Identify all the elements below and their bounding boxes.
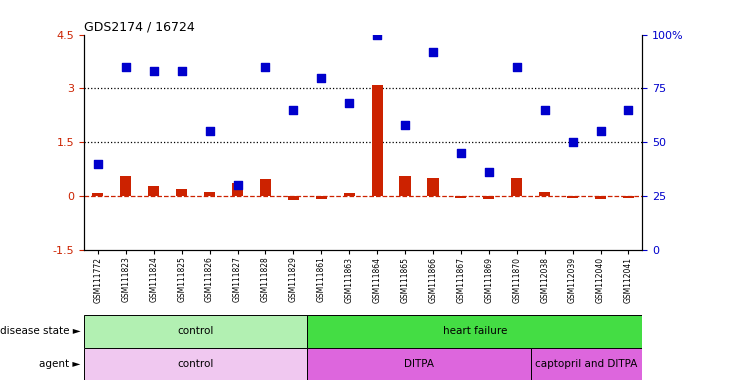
Bar: [204, 192, 215, 196]
Point: [399, 122, 411, 128]
Bar: [531, 348, 642, 380]
Point: [92, 161, 104, 167]
Text: GDS2174 / 16724: GDS2174 / 16724: [84, 20, 195, 33]
Bar: [232, 183, 243, 196]
Point: [176, 68, 188, 74]
Bar: [92, 193, 104, 196]
Bar: [148, 186, 159, 196]
Bar: [567, 196, 578, 198]
Point: [623, 107, 634, 113]
Bar: [511, 178, 523, 196]
Bar: [84, 348, 307, 380]
Point: [120, 64, 131, 70]
Bar: [120, 176, 131, 196]
Point: [343, 100, 355, 106]
Bar: [260, 179, 271, 196]
Point: [455, 150, 466, 156]
Bar: [307, 315, 642, 348]
Bar: [307, 348, 531, 380]
Bar: [344, 193, 355, 196]
Point: [595, 128, 607, 134]
Text: control: control: [177, 359, 214, 369]
Text: DITPA: DITPA: [404, 359, 434, 369]
Bar: [483, 196, 494, 199]
Bar: [372, 85, 383, 196]
Text: agent ►: agent ►: [39, 359, 80, 369]
Point: [483, 169, 495, 175]
Bar: [623, 196, 634, 198]
Bar: [427, 178, 439, 196]
Point: [315, 74, 327, 81]
Bar: [595, 196, 606, 199]
Point: [539, 107, 550, 113]
Point: [260, 64, 272, 70]
Text: captopril and DITPA: captopril and DITPA: [535, 359, 638, 369]
Bar: [456, 196, 466, 198]
Bar: [288, 196, 299, 200]
Text: heart failure: heart failure: [442, 326, 507, 336]
Bar: [176, 189, 188, 196]
Point: [511, 64, 523, 70]
Point: [231, 182, 243, 188]
Point: [372, 31, 383, 38]
Bar: [539, 192, 550, 196]
Bar: [84, 315, 307, 348]
Text: control: control: [177, 326, 214, 336]
Point: [204, 128, 215, 134]
Bar: [315, 196, 327, 199]
Point: [566, 139, 578, 145]
Text: disease state ►: disease state ►: [0, 326, 80, 336]
Point: [148, 68, 160, 74]
Bar: [399, 176, 411, 196]
Point: [288, 107, 299, 113]
Point: [427, 49, 439, 55]
